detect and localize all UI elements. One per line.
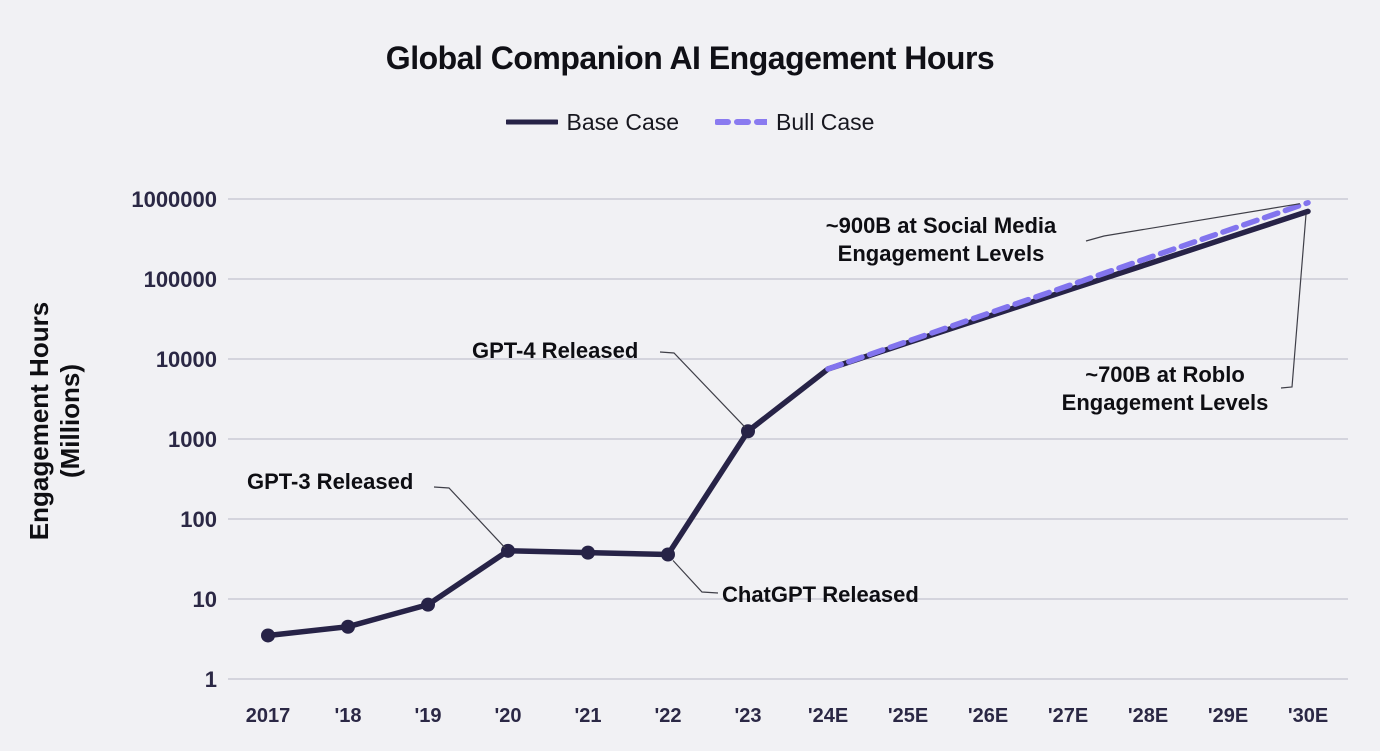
annotation-700b-roblox: ~700B at Roblo Engagement Levels	[1061, 362, 1269, 415]
annotation-gpt4-released: GPT-4 Released	[472, 338, 639, 363]
x-tick-label: '30E	[1288, 705, 1328, 727]
x-tick-label: '23	[734, 705, 761, 727]
leader-chatgpt	[672, 560, 719, 594]
data-point-marker	[421, 597, 435, 612]
x-tick-label: '19	[414, 705, 441, 727]
legend: Base Case Bull Case	[0, 106, 1380, 138]
leader-gpt4	[659, 351, 746, 428]
legend-label-bull-case: Bull Case	[776, 108, 875, 135]
y-tick-label: 100	[180, 507, 217, 532]
y-tick-label: 10	[193, 587, 217, 612]
data-point-marker	[261, 628, 275, 643]
x-tick-label: '22	[654, 705, 681, 727]
x-tick-label: '27E	[1048, 705, 1088, 727]
x-tick-label: '24E	[808, 705, 848, 727]
x-tick-label: '21	[574, 705, 601, 727]
legend-item-base-case: Base Case	[505, 108, 680, 136]
legend-item-bull-case: Bull Case	[715, 109, 874, 136]
bull-case-line	[825, 199, 1311, 372]
x-tick-label: 2017	[246, 705, 291, 727]
y-tick-label: 1000	[168, 427, 217, 452]
y-tick-label: 100000	[144, 267, 217, 292]
x-tick-label: '28E	[1128, 705, 1168, 727]
y-tick-label: 1	[205, 667, 217, 692]
x-tick-label: '29E	[1208, 705, 1248, 727]
legend-swatch-solid-line	[505, 119, 558, 125]
legend-label-base-case: Base Case	[566, 108, 680, 135]
x-tick-label: '18	[334, 705, 361, 727]
data-point-marker	[341, 619, 355, 634]
leader-gpt3	[433, 486, 506, 549]
x-tick-label: '25E	[888, 705, 928, 727]
annotation-gpt3-released: GPT-3 Released	[247, 469, 414, 494]
leader-900b	[1085, 203, 1301, 242]
x-tick-label: '20	[494, 705, 521, 727]
annotation-900b-social-media: ~900B at Social Media Engagement Levels	[825, 213, 1057, 266]
leader-700b	[1280, 214, 1307, 389]
base-case-line	[265, 208, 1311, 639]
y-tick-label: 10000	[156, 347, 217, 372]
x-tick-label: '26E	[968, 705, 1008, 727]
data-point-marker	[581, 545, 595, 560]
data-point-marker	[741, 424, 755, 439]
chart-title: Global Companion AI Engagement Hours	[385, 40, 995, 76]
annotation-chatgpt-released: ChatGPT Released	[722, 582, 919, 607]
data-point-marker	[661, 547, 675, 562]
legend-swatch-dashed-line	[715, 119, 768, 125]
y-tick-label: 1000000	[131, 187, 217, 212]
